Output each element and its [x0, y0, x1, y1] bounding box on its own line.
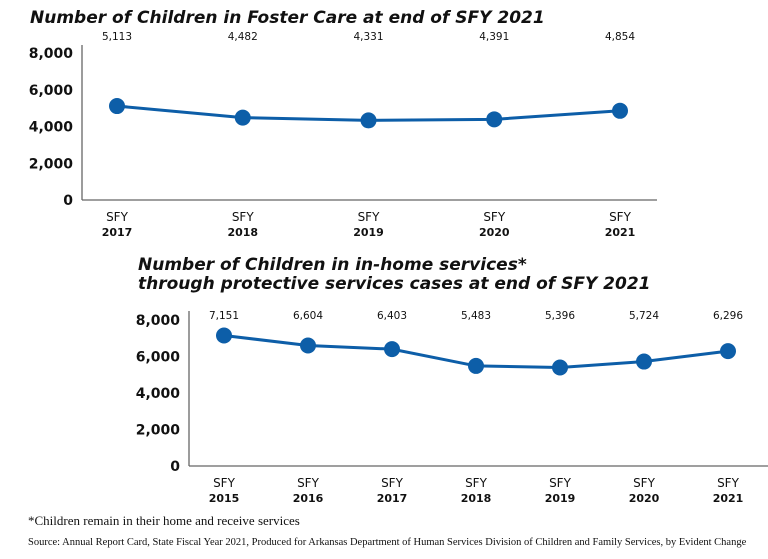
chart2-x-tick-year: 2017 [377, 492, 408, 505]
chart1-data-point [612, 102, 628, 119]
chart2-y-tick-label: 2,000 [136, 423, 181, 439]
chart1-data-point [360, 112, 377, 129]
chart1-x-tick-year: 2019 [353, 226, 384, 239]
chart2-x-tick-year: 2019 [545, 492, 576, 505]
chart1-x-tick-label: SFY [483, 210, 506, 224]
chart2-x-tick-label: SFY [297, 476, 320, 490]
chart2-x-tick-year: 2020 [629, 492, 660, 505]
chart1-x-tick-year: 2018 [227, 226, 258, 239]
chart2-y-tick-label: 0 [170, 459, 180, 475]
chart2-data-point [384, 341, 400, 358]
chart1-data-label: 4,391 [479, 31, 509, 43]
chart2-data-point [216, 327, 232, 344]
chart1-title: Number of Children in Foster Care at end… [30, 8, 545, 28]
chart1-data-point [109, 98, 125, 115]
chart2-data-label: 7,151 [209, 310, 239, 322]
chart2-data-point [552, 359, 568, 376]
chart2-data-label: 5,396 [545, 310, 575, 322]
chart1-y-tick-label: 8,000 [29, 46, 74, 62]
chart2-title: Number of Children in in-home services* … [138, 256, 650, 294]
chart1-x-tick-year: 2020 [479, 226, 510, 239]
chart1-data-point [234, 109, 251, 126]
chart2-data-point [720, 343, 736, 360]
chart1-x-tick-label: SFY [609, 210, 632, 224]
chart2-y-tick-label: 8,000 [136, 313, 181, 329]
chart2-y-tick-label: 4,000 [136, 386, 181, 402]
chart2-data-label: 6,403 [377, 310, 407, 322]
chart2-x-tick-label: SFY [213, 476, 236, 490]
chart1-x-tick-label: SFY [106, 210, 129, 224]
chart2-data-label: 5,724 [629, 310, 659, 322]
chart2-x-tick-label: SFY [465, 476, 488, 490]
chart1-data-label: 4,854 [605, 31, 635, 43]
chart2-x-tick-year: 2018 [461, 492, 492, 505]
chart1-x-tick-year: 2017 [102, 226, 133, 239]
chart2-data-label: 6,604 [293, 310, 323, 322]
chart1-y-tick-label: 0 [63, 193, 73, 209]
chart2-data-point [300, 337, 316, 354]
footnote: *Children remain in their home and recei… [28, 513, 300, 528]
chart1-data-label: 4,482 [228, 31, 258, 43]
chart2-data-point [468, 357, 484, 374]
chart1-data-label: 5,113 [102, 31, 132, 43]
chart2-data-label: 5,483 [461, 310, 491, 322]
chart2-title-line2: through protective services cases at end… [138, 274, 651, 294]
chart2-x-tick-label: SFY [549, 476, 572, 490]
chart2-x-tick-year: 2015 [209, 492, 240, 505]
chart2-x-tick-label: SFY [633, 476, 656, 490]
chart1-x-tick-label: SFY [358, 210, 381, 224]
chart1-y-tick-label: 6,000 [29, 83, 74, 99]
chart1-data-label: 4,331 [353, 31, 383, 43]
chart2-y-tick-label: 6,000 [136, 350, 181, 366]
chart1-data-point [486, 111, 503, 128]
chart2-data-point [636, 353, 652, 370]
chart1-x-tick-year: 2021 [605, 226, 636, 239]
chart1-y-tick-label: 4,000 [29, 120, 74, 136]
chart2-x-tick-year: 2021 [713, 492, 744, 505]
chart2-x-tick-label: SFY [381, 476, 404, 490]
chart1-y-tick-label: 2,000 [29, 156, 74, 172]
chart2-x-tick-label: SFY [717, 476, 740, 490]
chart2-x-tick-year: 2016 [293, 492, 324, 505]
source-note: Source: Annual Report Card, State Fiscal… [28, 537, 747, 548]
chart2-title-line1: Number of Children in in-home services* [138, 255, 527, 275]
chart1-x-tick-label: SFY [232, 210, 255, 224]
chart2-data-label: 6,296 [713, 310, 743, 322]
